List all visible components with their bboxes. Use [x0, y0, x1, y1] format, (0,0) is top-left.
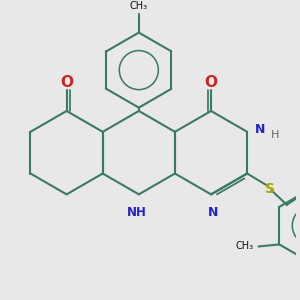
- Text: O: O: [205, 75, 218, 90]
- Text: S: S: [265, 182, 275, 197]
- Text: CH₃: CH₃: [130, 1, 148, 11]
- Text: NH: NH: [127, 206, 147, 219]
- Text: O: O: [60, 75, 73, 90]
- Text: H: H: [271, 130, 280, 140]
- Text: N: N: [208, 206, 218, 219]
- Text: CH₃: CH₃: [235, 242, 254, 251]
- Text: N: N: [255, 123, 265, 136]
